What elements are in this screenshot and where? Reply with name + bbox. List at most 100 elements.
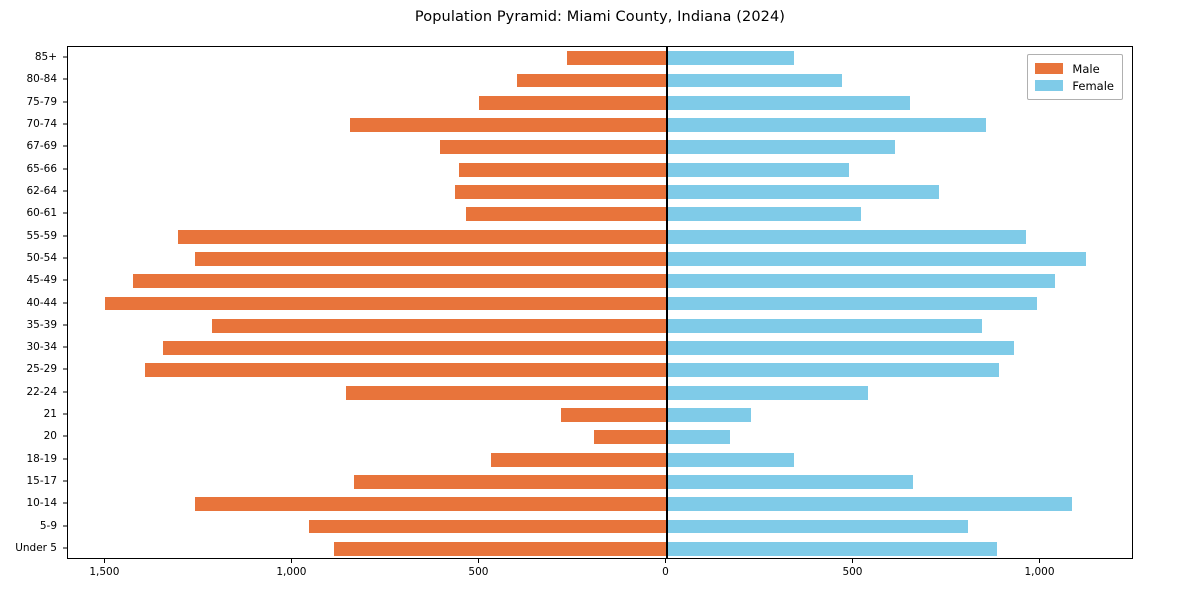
legend-entry-male: Male xyxy=(1035,60,1114,77)
y-tick-mark xyxy=(63,502,67,504)
bar-female xyxy=(666,207,862,222)
y-tick-label-67-69: 67-69 xyxy=(26,140,57,153)
bar-male xyxy=(163,341,667,356)
bar-male xyxy=(212,318,667,333)
bar-female xyxy=(666,363,999,378)
bar-row xyxy=(68,541,1132,556)
bar-row xyxy=(68,385,1132,400)
y-tick-mark xyxy=(63,145,67,147)
y-tick-mark xyxy=(63,413,67,415)
bar-row xyxy=(68,430,1132,445)
bar-male xyxy=(566,51,667,66)
y-tick-label-15-17: 15-17 xyxy=(26,474,57,487)
bar-male xyxy=(455,185,667,199)
y-tick-label-25-29: 25-29 xyxy=(26,363,57,376)
y-tick-label-60-61: 60-61 xyxy=(26,207,57,220)
y-tick-mark xyxy=(63,525,67,527)
bars-layer xyxy=(68,47,1132,558)
bar-row xyxy=(68,363,1132,378)
x-tick-mark xyxy=(852,559,854,563)
bar-row xyxy=(68,162,1132,177)
y-tick-label-20: 20 xyxy=(43,430,57,443)
bar-female xyxy=(666,341,1015,356)
y-tick-label-35-39: 35-39 xyxy=(26,318,57,331)
y-tick-mark xyxy=(63,480,67,482)
x-tick-label: 500 xyxy=(468,566,489,578)
bar-male xyxy=(195,251,667,266)
bar-male xyxy=(309,519,667,534)
bar-female xyxy=(666,185,939,199)
y-tick-label-45-49: 45-49 xyxy=(26,274,57,287)
y-tick-mark xyxy=(63,302,67,303)
y-tick-label-62-64: 62-64 xyxy=(26,184,57,197)
bar-female xyxy=(666,430,730,445)
y-axis: 85+ 80-84 75-79 70-74 67-69 65-66 62-64 60-61 55… xyxy=(0,46,67,559)
y-tick-label-under-5: Under 5 xyxy=(15,541,57,554)
y-tick-label-75-79: 75-79 xyxy=(26,95,57,108)
bar-male xyxy=(458,162,667,177)
bar-row xyxy=(68,73,1132,88)
legend-entry-female: Female xyxy=(1035,77,1114,94)
x-tick-label: 500 xyxy=(842,566,863,578)
bar-row xyxy=(68,452,1132,467)
y-tick-label-5-9: 5-9 xyxy=(39,519,57,532)
bar-male xyxy=(516,73,667,88)
bar-female xyxy=(666,162,849,177)
y-tick-mark xyxy=(63,235,67,237)
y-tick-label-30-34: 30-34 xyxy=(26,341,57,354)
bar-male xyxy=(440,140,667,155)
x-tick-label: 1,500 xyxy=(89,566,120,578)
zero-axis-line xyxy=(666,47,668,558)
bar-row xyxy=(68,185,1132,199)
bar-male xyxy=(133,274,667,289)
bar-male xyxy=(195,497,667,512)
bar-row xyxy=(68,51,1132,66)
x-axis: 1,500 1,000 500 0 500 1,000 xyxy=(67,559,1133,599)
y-tick-label-50-54: 50-54 xyxy=(26,251,57,264)
y-tick-label-55-59: 55-59 xyxy=(26,229,57,242)
bar-male xyxy=(490,452,667,467)
y-tick-label-80-84: 80-84 xyxy=(26,73,57,86)
bar-row xyxy=(68,118,1132,132)
bar-row xyxy=(68,519,1132,534)
bar-row xyxy=(68,95,1132,110)
bar-row xyxy=(68,296,1132,311)
bar-female xyxy=(666,452,794,467)
y-tick-mark xyxy=(63,123,67,125)
bar-female xyxy=(666,475,913,489)
y-tick-mark xyxy=(63,368,67,370)
y-tick-mark xyxy=(63,279,67,281)
bar-female xyxy=(666,318,982,333)
y-tick-label-21: 21 xyxy=(43,408,57,421)
bar-male xyxy=(350,118,667,132)
y-tick-label-18-19: 18-19 xyxy=(26,452,57,465)
y-tick-mark xyxy=(63,212,67,214)
y-tick-mark xyxy=(63,257,67,259)
chart-title: Population Pyramid: Miami County, Indian… xyxy=(414,9,786,25)
bar-row xyxy=(68,229,1132,244)
y-tick-mark xyxy=(63,168,67,170)
x-tick-label: 1,000 xyxy=(276,566,307,578)
bar-male xyxy=(466,207,667,222)
y-tick-mark xyxy=(63,458,67,460)
bar-row xyxy=(68,341,1132,356)
bar-female xyxy=(666,95,911,110)
bar-female xyxy=(666,51,794,66)
bar-female xyxy=(666,408,751,422)
bar-female xyxy=(666,140,896,155)
bar-female xyxy=(666,118,987,132)
y-tick-mark xyxy=(63,435,67,437)
bar-female xyxy=(666,385,868,400)
bar-row xyxy=(68,274,1132,289)
legend-label-male: Male xyxy=(1072,61,1100,76)
bar-female xyxy=(666,274,1056,289)
bar-female xyxy=(666,73,842,88)
x-tick-mark xyxy=(291,559,293,563)
bar-female xyxy=(666,541,998,556)
bar-female xyxy=(666,229,1027,244)
y-tick-mark xyxy=(63,78,67,80)
bar-male xyxy=(560,408,667,422)
bar-row xyxy=(68,140,1132,155)
bar-male xyxy=(144,363,667,378)
